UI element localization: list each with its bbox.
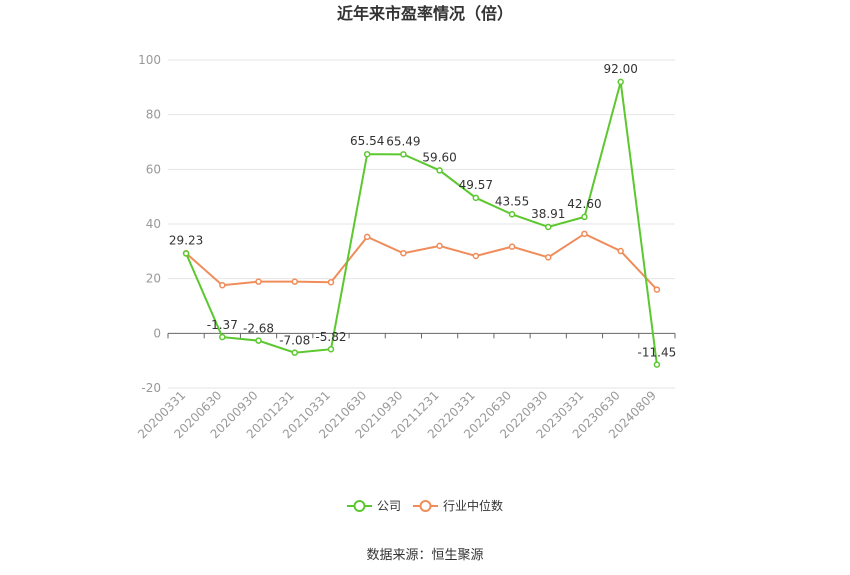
y-tick-label: 20 xyxy=(146,272,161,286)
legend-item-1[interactable]: 行业中位数 xyxy=(413,498,503,513)
y-tick-label: 60 xyxy=(146,162,161,176)
data-point xyxy=(653,286,661,293)
data-point xyxy=(219,281,226,289)
data-point xyxy=(291,349,298,356)
data-point xyxy=(291,278,298,285)
data-label: 49.57 xyxy=(459,178,493,192)
grid xyxy=(168,59,675,389)
data-point xyxy=(400,151,407,158)
x-axis: 2020033120200630202009302020123120210331… xyxy=(135,333,676,441)
data-label: -7.08 xyxy=(279,334,310,348)
legend-label: 行业中位数 xyxy=(443,498,503,513)
legend[interactable]: 公司 行业中位数 xyxy=(347,498,503,513)
legend-marker xyxy=(353,500,366,512)
data-label: 65.54 xyxy=(350,134,384,148)
data-point xyxy=(182,250,190,257)
series-line-0 xyxy=(185,81,658,365)
legend-label: 公司 xyxy=(377,499,401,513)
data-point xyxy=(255,337,262,344)
data-label: 42.60 xyxy=(567,197,601,211)
data-label: 43.55 xyxy=(495,194,529,208)
data-point xyxy=(545,223,552,231)
data-point xyxy=(545,254,552,261)
data-point xyxy=(617,78,624,86)
data-point xyxy=(436,167,443,174)
data-point xyxy=(508,211,516,218)
data-label: -1.37 xyxy=(207,318,238,332)
data-point xyxy=(617,247,624,255)
data-point xyxy=(436,242,443,250)
data-label: 38.91 xyxy=(531,207,565,221)
data-point xyxy=(255,278,262,285)
legend-item-0[interactable]: 公司 xyxy=(347,499,401,513)
y-tick-label: 40 xyxy=(146,217,161,231)
data-label: 29.23 xyxy=(169,233,203,247)
series-layer xyxy=(182,78,661,368)
chart-title: 近年来市盈率情况（倍） xyxy=(337,4,513,23)
data-label: 59.60 xyxy=(422,150,456,164)
data-point xyxy=(508,243,516,250)
data-labels: 29.23 -1.37 -2.68 -7.08 -5.82 65.54 65.4959.60… xyxy=(169,62,676,360)
y-axis: -20 0 20 40 60 80 100 xyxy=(138,53,161,395)
data-label: -2.68 xyxy=(243,322,274,336)
series-line-1 xyxy=(185,232,658,291)
y-tick-label: -20 xyxy=(141,381,161,395)
data-point xyxy=(472,252,480,260)
data-point xyxy=(581,230,588,238)
data-point xyxy=(653,361,661,368)
data-point xyxy=(472,194,480,202)
legend-marker xyxy=(419,500,432,512)
data-point xyxy=(581,213,588,221)
data-label: 92.00 xyxy=(603,62,637,76)
y-tick-label: 100 xyxy=(138,53,161,67)
data-point xyxy=(363,150,371,158)
data-point xyxy=(327,345,335,353)
y-tick-label: 80 xyxy=(146,108,161,122)
data-label: 65.49 xyxy=(386,134,420,148)
data-label: -11.45 xyxy=(638,346,677,360)
data-point xyxy=(363,233,371,241)
data-point xyxy=(219,333,226,341)
data-label: -5.82 xyxy=(315,330,346,344)
data-point xyxy=(400,249,407,257)
source-note: 数据来源：恒生聚源 xyxy=(366,548,483,563)
y-tick-label: 0 xyxy=(153,326,161,340)
data-point xyxy=(327,278,335,286)
